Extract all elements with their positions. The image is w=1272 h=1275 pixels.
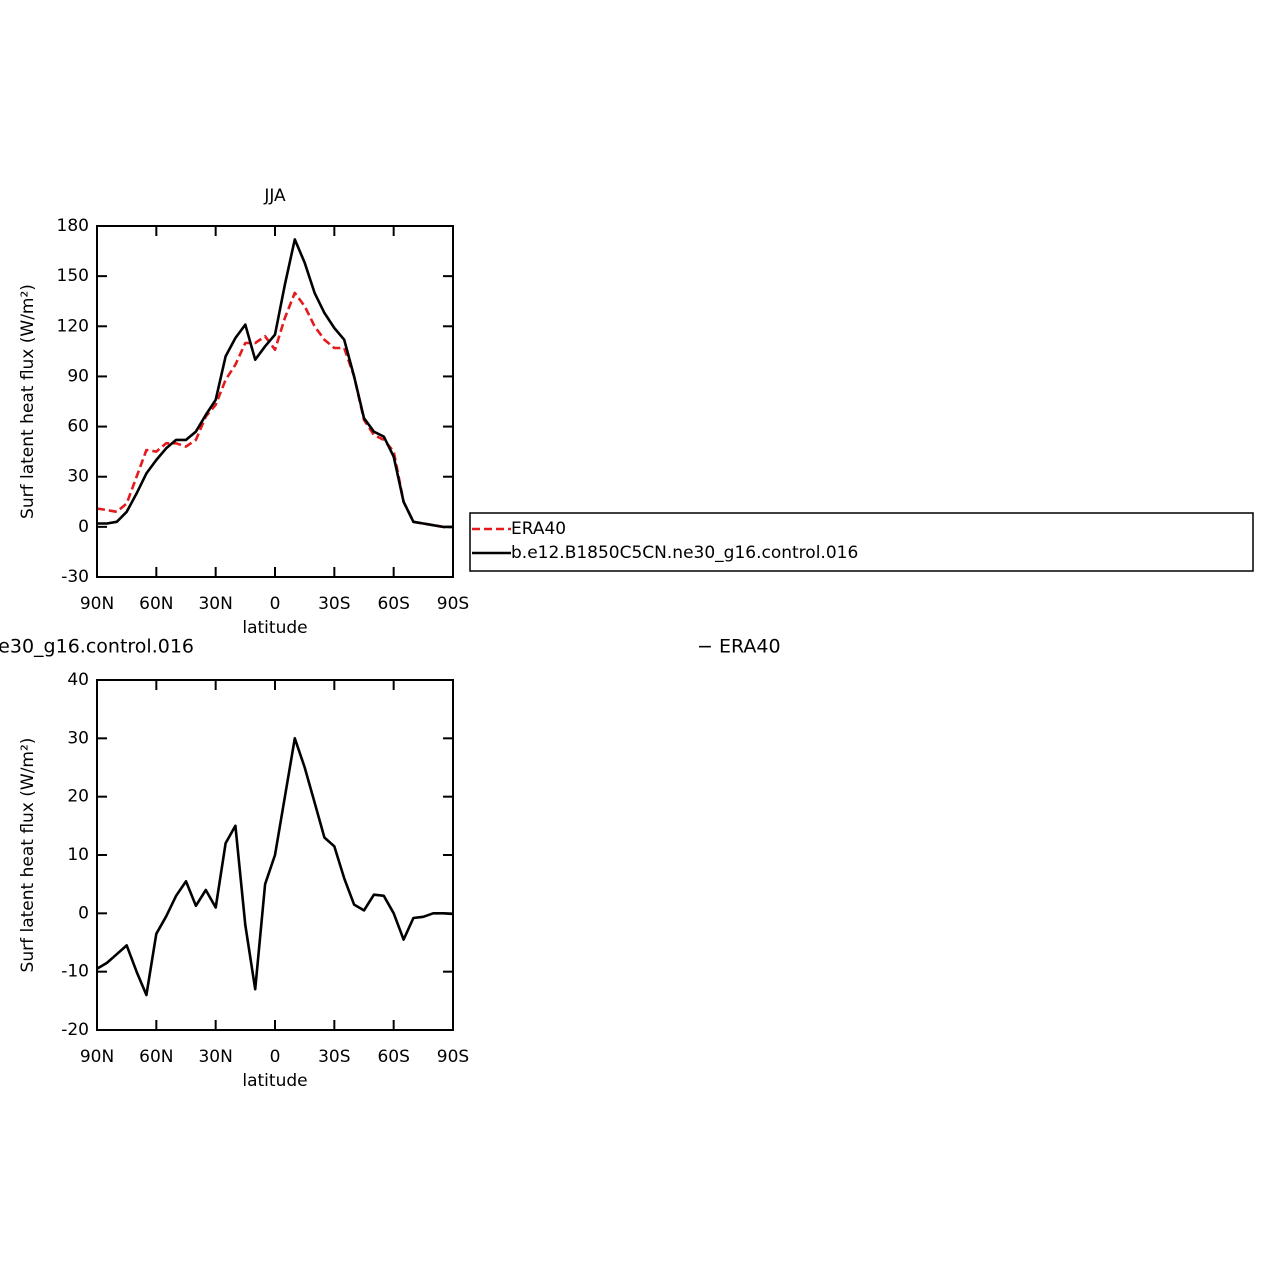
y-tick-label: -20 bbox=[61, 1020, 89, 1040]
x-tick-label: 60S bbox=[377, 594, 409, 614]
x-tick-label: 90S bbox=[437, 594, 469, 614]
x-tick-label: 30S bbox=[318, 1047, 350, 1067]
y-tick-label: 0 bbox=[78, 903, 89, 923]
data-line bbox=[96, 737, 454, 997]
plot-frame bbox=[96, 679, 454, 1031]
y-tick-label: -10 bbox=[61, 962, 89, 982]
chart-title: JJA bbox=[263, 186, 286, 206]
chart-title-left: b.e12.B1850C5CN.ne30_g16.control.016 bbox=[0, 636, 194, 658]
x-tick-label: 90N bbox=[80, 1047, 114, 1067]
x-tick-label: 60N bbox=[139, 1047, 173, 1067]
legend-label: b.e12.B1850C5CN.ne30_g16.control.016 bbox=[511, 543, 858, 563]
x-tick-label: 0 bbox=[270, 1047, 281, 1067]
y-tick-label: -30 bbox=[61, 567, 89, 587]
y-tick-label: 90 bbox=[67, 366, 89, 386]
x-tick-label: 0 bbox=[270, 594, 281, 614]
x-tick-label: 30N bbox=[198, 1047, 232, 1067]
x-tick-label: 30S bbox=[318, 594, 350, 614]
x-tick-label: 60N bbox=[139, 594, 173, 614]
y-tick-label: 180 bbox=[57, 216, 89, 236]
data-line bbox=[96, 291, 453, 529]
y-tick-label: 0 bbox=[78, 517, 89, 537]
y-tick-label: 20 bbox=[67, 787, 89, 807]
x-tick-label: 60S bbox=[377, 1047, 409, 1067]
plot-frame bbox=[96, 225, 454, 578]
legend-label: ERA40 bbox=[511, 519, 566, 539]
y-axis-label: Surf latent heat flux (W/m²) bbox=[18, 284, 38, 519]
legend-box bbox=[469, 512, 1254, 572]
y-tick-label: 60 bbox=[67, 417, 89, 437]
x-axis-label: latitude bbox=[242, 618, 307, 638]
x-axis-label: latitude bbox=[242, 1071, 307, 1091]
y-axis-label: Surf latent heat flux (W/m²) bbox=[18, 738, 38, 973]
x-tick-label: 90S bbox=[437, 1047, 469, 1067]
y-tick-label: 120 bbox=[57, 316, 89, 336]
y-tick-label: 30 bbox=[67, 728, 89, 748]
y-tick-label: 30 bbox=[67, 467, 89, 487]
y-tick-label: 150 bbox=[57, 266, 89, 286]
x-tick-label: 30N bbox=[198, 594, 232, 614]
y-tick-label: 10 bbox=[67, 845, 89, 865]
chart-title-right: − ERA40 bbox=[697, 636, 781, 658]
data-line bbox=[97, 238, 453, 529]
y-tick-label: 40 bbox=[67, 670, 89, 690]
x-tick-label: 90N bbox=[80, 594, 114, 614]
